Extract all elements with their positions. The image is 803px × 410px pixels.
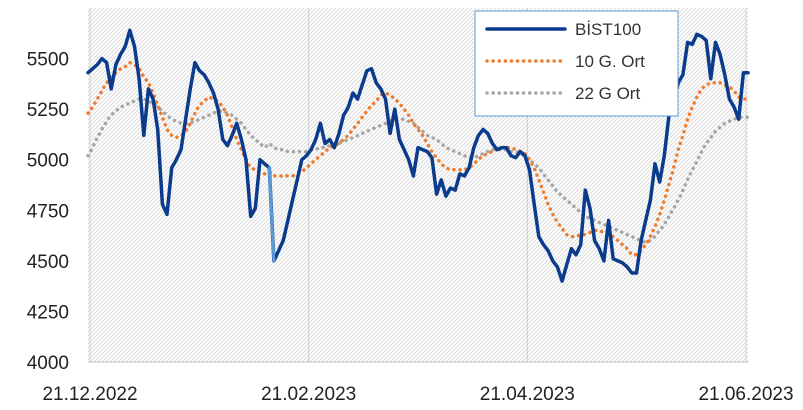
legend-label: 22 G Ort	[575, 84, 640, 103]
y-tick-label: 4000	[27, 353, 69, 374]
series-line-2	[86, 97, 750, 245]
x-tick-label: 21.12.2022	[42, 384, 137, 405]
y-tick-label: 5500	[27, 50, 69, 71]
legend-label: BİST100	[575, 20, 641, 39]
x-tick-label: 21.06.2023	[698, 384, 793, 405]
series-line-1	[86, 60, 750, 257]
x-tick-label: 21.04.2023	[480, 384, 575, 405]
y-tick-label: 4750	[27, 201, 69, 222]
series-highlight-segment	[267, 166, 276, 263]
y-tick-label: 4500	[27, 252, 69, 273]
y-tick-label: 5250	[27, 100, 69, 121]
legend-label: 10 G. Ort	[575, 52, 645, 71]
x-tick-label: 21.02.2023	[261, 384, 356, 405]
y-tick-label: 5000	[27, 151, 69, 172]
series-line-0	[86, 28, 750, 283]
y-tick-label: 4250	[27, 302, 69, 323]
